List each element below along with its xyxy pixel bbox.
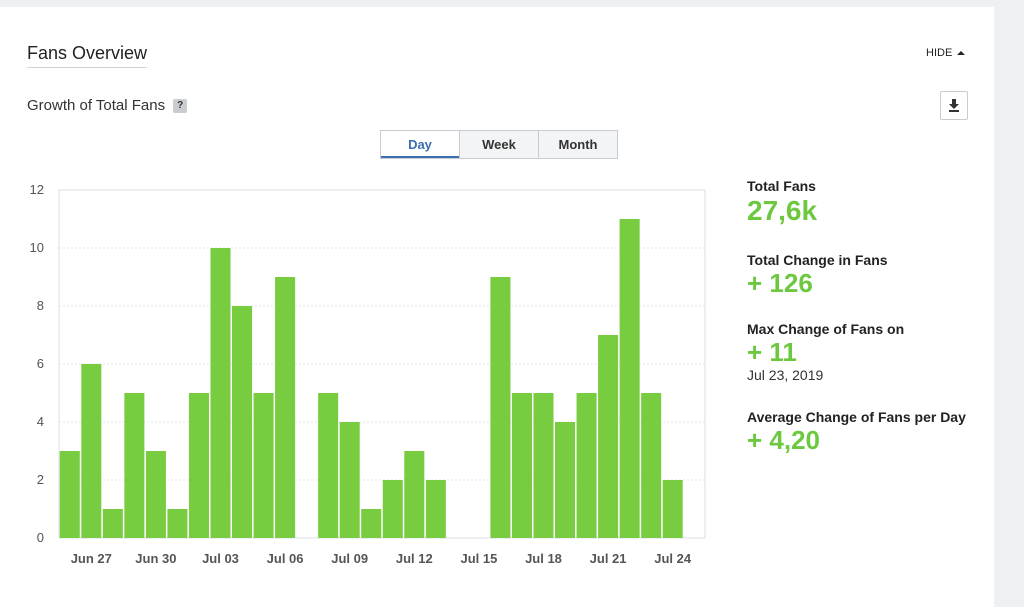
bar — [382, 480, 403, 538]
x-tick-label: Jul 09 — [331, 551, 368, 566]
bar — [641, 393, 662, 538]
bar — [339, 422, 360, 538]
stat-avg-change-label: Average Change of Fans per Day — [747, 409, 966, 425]
download-button[interactable] — [940, 91, 968, 120]
bar — [598, 335, 619, 538]
stat-total-fans-label: Total Fans — [747, 178, 816, 194]
bar — [662, 480, 683, 538]
x-tick-label: Jun 30 — [135, 551, 176, 566]
x-tick-label: Jul 06 — [267, 551, 304, 566]
hide-label: HIDE — [926, 47, 953, 59]
x-tick-label: Jul 03 — [202, 551, 239, 566]
stat-max-change: Max Change of Fans on + 11 Jul 23, 2019 — [747, 321, 987, 383]
bar — [253, 393, 274, 538]
stat-total-fans-value: 27,6k — [747, 195, 818, 226]
y-tick-label: 12 — [30, 182, 44, 197]
y-tick-label: 0 — [37, 530, 44, 545]
y-tick-label: 6 — [37, 356, 44, 371]
bar — [232, 306, 253, 538]
bar — [124, 393, 145, 538]
subtitle-label: Growth of Total Fans — [27, 97, 166, 114]
y-tick-label: 8 — [37, 298, 44, 313]
x-tick-label: Jul 18 — [525, 551, 562, 566]
bar — [425, 480, 446, 538]
y-tick-label: 2 — [37, 472, 44, 487]
bar — [361, 509, 382, 538]
stat-total-change-value: + 126 — [747, 268, 813, 298]
stat-max-change-date: Jul 23, 2019 — [747, 367, 824, 383]
bar — [490, 277, 511, 538]
bar — [59, 451, 80, 538]
bar — [102, 509, 123, 538]
x-tick-label: Jul 15 — [460, 551, 497, 566]
stat-max-change-value: + 11 — [747, 337, 797, 367]
bar — [511, 393, 532, 538]
x-tick-label: Jul 24 — [654, 551, 692, 566]
bar — [275, 277, 296, 538]
stat-total-fans: Total Fans 27,6k — [747, 178, 987, 228]
fans-growth-chart: 0 2 4 6 8 10 12 Jun 27 Jun 30 Jul 03 Jul 06 Jul 09 J… — [30, 182, 706, 566]
x-tick-label: Jun 27 — [71, 551, 112, 566]
caret-up-icon — [957, 51, 966, 55]
bar — [318, 393, 339, 538]
granularity-tabs: Day Week Month — [380, 130, 618, 159]
stat-avg-change: Average Change of Fans per Day + 4,20 — [747, 409, 987, 455]
bar — [533, 393, 554, 538]
y-tick-label: 10 — [30, 240, 44, 255]
y-tick-label: 4 — [37, 414, 44, 429]
download-icon — [949, 99, 959, 112]
x-tick-label: Jul 21 — [590, 551, 627, 566]
bar — [167, 509, 188, 538]
section-subtitle: Growth of Total Fans ? — [27, 97, 188, 114]
bar — [210, 248, 231, 538]
stat-avg-change-value: + 4,20 — [747, 425, 821, 455]
x-tick-label: Jul 12 — [396, 551, 433, 566]
stat-max-change-label: Max Change of Fans on — [747, 321, 905, 337]
bar — [619, 219, 640, 538]
tab-week[interactable]: Week — [459, 131, 538, 158]
bar — [576, 393, 597, 538]
tab-month[interactable]: Month — [538, 131, 617, 158]
bar — [145, 451, 166, 538]
help-icon[interactable]: ? — [173, 98, 188, 113]
bar — [404, 451, 425, 538]
bar — [81, 364, 102, 538]
stat-total-change-label: Total Change in Fans — [747, 252, 888, 268]
page-title: Fans Overview — [27, 43, 148, 68]
hide-button[interactable]: HIDE — [926, 47, 966, 59]
bar — [555, 422, 576, 538]
tab-day[interactable]: Day — [381, 131, 459, 158]
bar — [188, 393, 209, 538]
stat-total-change: Total Change in Fans + 126 — [747, 252, 987, 298]
